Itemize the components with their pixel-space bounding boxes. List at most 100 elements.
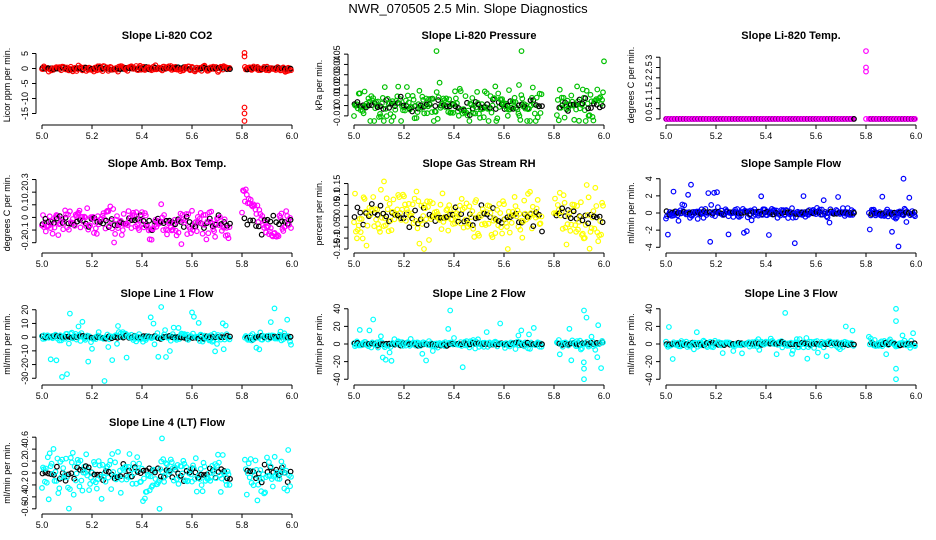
data-points (663, 48, 918, 122)
data-point (47, 225, 54, 232)
data-point (554, 202, 561, 208)
mean-point (54, 463, 60, 470)
data-point (426, 237, 432, 243)
data-point (226, 482, 233, 488)
data-point (123, 476, 130, 483)
outlier-point (581, 307, 587, 314)
data-point (55, 490, 62, 497)
data-point (804, 355, 811, 362)
data-point (583, 87, 590, 94)
data-point (693, 329, 700, 336)
data-point (111, 239, 117, 246)
y-tick-label: -0.01 (332, 106, 342, 127)
data-point (455, 211, 462, 218)
mean-point (279, 464, 285, 471)
data-point (388, 227, 395, 234)
x-tick-label: 5.2 (710, 259, 723, 269)
data-point (79, 318, 86, 325)
data-point (188, 471, 194, 478)
mean-point (536, 103, 542, 110)
data-point (175, 229, 182, 236)
y-axis-label: percent per min. (314, 180, 324, 245)
data-point (247, 456, 254, 462)
y-tick-label: 0.05 (332, 197, 342, 215)
mean-point (45, 218, 52, 225)
plot-panel-3: Slope Li-820 Temp. degrees C per min. 5.0 5… (626, 30, 922, 141)
data-point (64, 474, 70, 481)
mean-point (42, 215, 49, 222)
data-point (524, 118, 530, 124)
data-point (588, 225, 595, 232)
data-point (489, 102, 496, 109)
mean-point (591, 100, 597, 107)
y-tick-label: 20 (332, 321, 342, 331)
data-point (51, 224, 58, 231)
data-point (531, 110, 538, 117)
data-point (54, 212, 61, 219)
data-point (598, 365, 604, 372)
x-tick-label: 5.6 (186, 520, 199, 530)
y-tick-label: 0.05 (332, 45, 342, 63)
data-point (42, 228, 49, 235)
data-point (591, 225, 598, 232)
data-point (190, 313, 197, 320)
data-point (534, 114, 541, 121)
data-point (114, 340, 120, 347)
data-point (390, 196, 397, 203)
data-point (511, 193, 518, 200)
data-point (519, 234, 526, 241)
data-point (600, 202, 606, 209)
data-point (105, 344, 112, 350)
x-tick-label: 5.4 (760, 259, 773, 269)
data-point (596, 95, 603, 102)
data-point (356, 327, 363, 333)
data-point (151, 341, 158, 348)
mean-point (270, 212, 277, 219)
data-point (83, 451, 90, 458)
outlier-point (893, 318, 899, 325)
data-point (42, 465, 49, 472)
outlier-point (64, 371, 70, 378)
data-point (163, 460, 169, 467)
data-point (534, 196, 541, 203)
data-point (816, 206, 823, 213)
outlier-point (670, 188, 677, 195)
data-point (469, 208, 476, 215)
data-point (141, 495, 148, 502)
data-point (743, 228, 750, 235)
data-point (556, 86, 563, 93)
data-point (107, 203, 114, 210)
mean-point (599, 103, 606, 109)
outlier-point (863, 48, 869, 54)
mean-point (227, 333, 233, 340)
data-point (253, 344, 260, 351)
data-point (158, 304, 165, 310)
data-point (66, 208, 73, 215)
x-tick-label: 5.4 (136, 131, 149, 141)
x-tick-label: 5.8 (236, 131, 249, 141)
data-point (452, 88, 458, 95)
data-points (39, 304, 294, 384)
x-tick-label: 5.8 (860, 391, 873, 401)
data-point (252, 457, 259, 464)
data-point (568, 357, 575, 364)
data-point (473, 197, 480, 203)
data-point (86, 487, 92, 494)
data-point (382, 105, 389, 112)
data-point (161, 212, 168, 218)
data-point (105, 474, 112, 481)
mean-point (435, 97, 442, 103)
data-point (424, 198, 431, 205)
x-tick-label: 5.4 (448, 391, 461, 401)
data-point (803, 335, 810, 341)
x-tick-label: 5.4 (760, 391, 773, 401)
mean-point (386, 104, 393, 111)
data-point (790, 347, 796, 354)
outlier-point (381, 178, 387, 185)
mean-point (261, 461, 268, 468)
y-tick-label: 0 (20, 66, 30, 71)
data-point (587, 91, 594, 98)
data-point (443, 95, 450, 102)
mean-point (591, 213, 597, 220)
data-point (278, 210, 285, 217)
